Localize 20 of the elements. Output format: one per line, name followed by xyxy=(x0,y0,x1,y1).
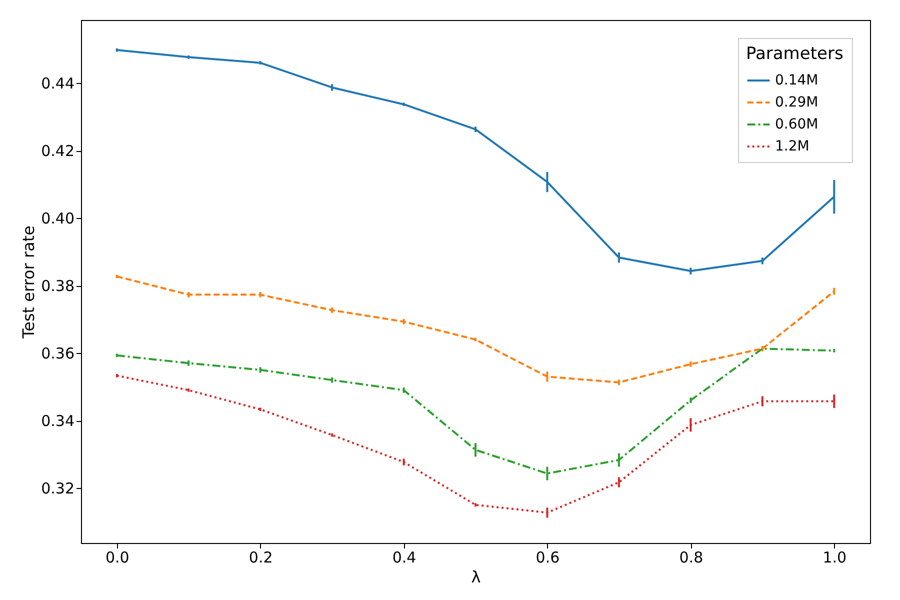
legend-label: 0.60M xyxy=(775,116,818,132)
y-tick-label: 0.44 xyxy=(41,74,74,93)
x-tick-label: 0.8 xyxy=(679,548,704,566)
x-tick-label: 1.0 xyxy=(822,548,847,566)
legend-label: 1.2M xyxy=(775,138,810,154)
x-tick-label: 0.2 xyxy=(248,548,273,566)
y-tick-label: 0.32 xyxy=(41,480,74,498)
x-tick-label: 0.0 xyxy=(105,548,130,566)
y-tick-label: 0.38 xyxy=(41,277,74,296)
legend-label: 0.29M xyxy=(775,94,818,110)
legend-label: 0.14M xyxy=(775,72,818,88)
x-tick-label: 0.6 xyxy=(536,548,560,566)
y-tick-label: 0.36 xyxy=(41,344,74,363)
x-tick-label: 0.4 xyxy=(392,548,416,566)
y-tick-label: 0.34 xyxy=(41,412,74,430)
legend-title: Parameters xyxy=(746,44,844,64)
y-axis-title: Test error rate xyxy=(19,226,38,340)
y-tick-label: 0.40 xyxy=(41,210,74,228)
y-tick-label: 0.42 xyxy=(41,142,74,160)
x-axis-title: λ xyxy=(471,568,481,586)
